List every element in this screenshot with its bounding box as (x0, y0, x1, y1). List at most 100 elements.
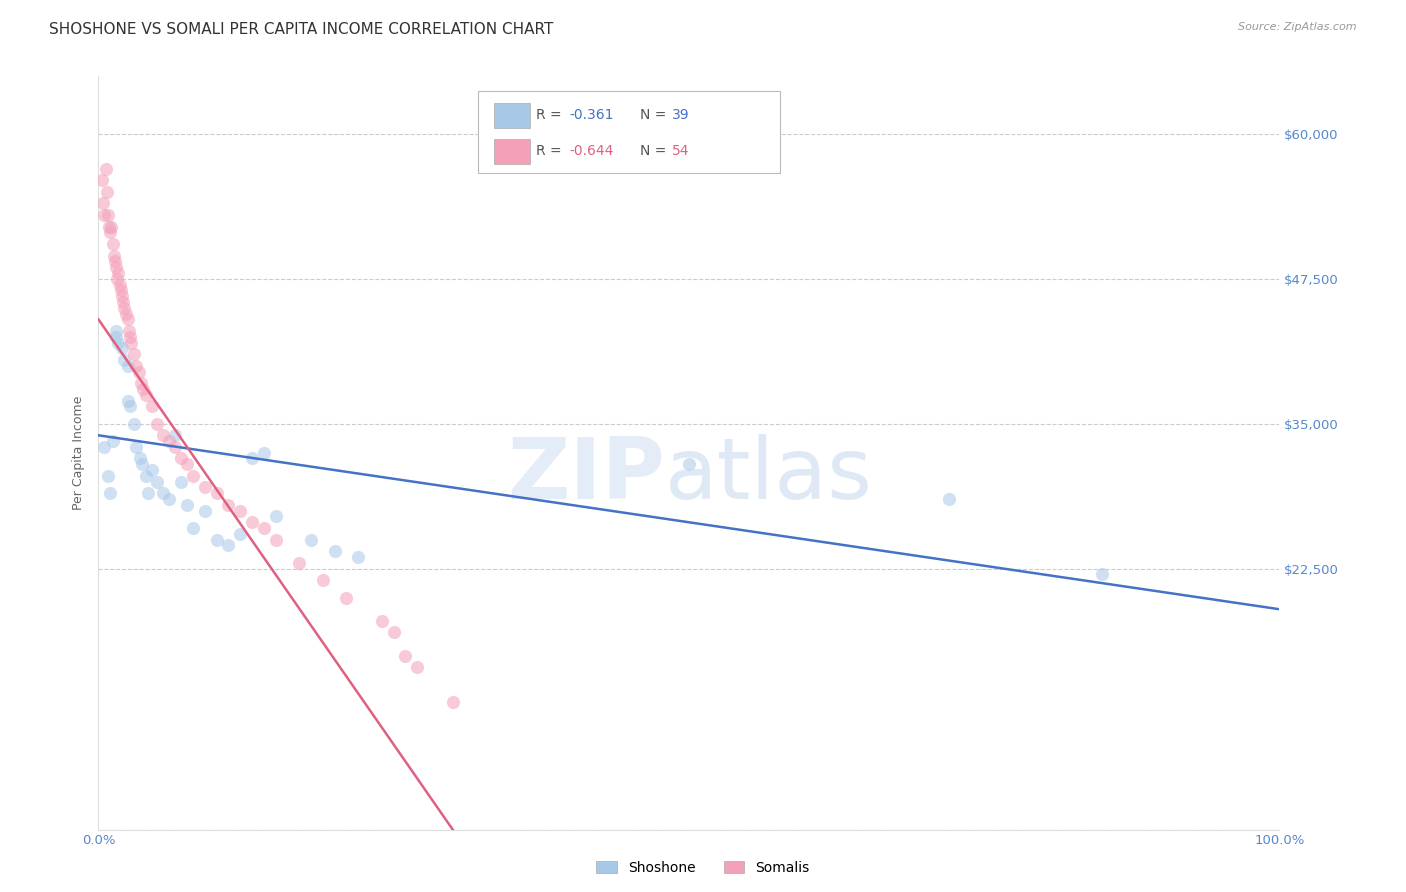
Point (146, 475, 169, 489)
Point (264, 509, 287, 524)
Point (125, 359, 148, 373)
Point (107, 266, 129, 280)
Point (128, 451, 150, 466)
Point (135, 469, 157, 483)
Point (97, 469, 120, 483)
Text: 39: 39 (672, 108, 690, 122)
Point (100, 219, 122, 234)
Point (93, 208, 115, 222)
Point (131, 457, 153, 471)
Point (146, 417, 169, 431)
Point (406, 660, 429, 674)
Point (157, 491, 180, 506)
Legend: Shoshone, Somalis: Shoshone, Somalis (591, 855, 815, 880)
Point (98, 486, 121, 500)
Point (165, 428, 187, 442)
Point (98, 219, 121, 234)
Point (347, 549, 370, 565)
Point (105, 260, 128, 275)
Point (112, 294, 135, 310)
Point (117, 359, 139, 373)
Point (110, 284, 132, 298)
Point (205, 486, 228, 500)
Point (194, 480, 217, 494)
Point (229, 526, 252, 541)
Point (105, 330, 128, 344)
Point (136, 486, 159, 500)
Point (253, 521, 276, 535)
Point (181, 469, 204, 483)
Point (176, 498, 198, 512)
Text: SHOSHONE VS SOMALI PER CAPITA INCOME CORRELATION CHART: SHOSHONE VS SOMALI PER CAPITA INCOME COR… (49, 22, 554, 37)
Point (152, 428, 174, 442)
Point (122, 417, 145, 431)
Point (111, 289, 134, 303)
Point (98, 225, 121, 239)
Point (129, 376, 152, 391)
Text: R =: R = (536, 144, 561, 158)
Point (312, 573, 335, 587)
Point (91, 196, 114, 211)
Point (122, 347, 145, 361)
Y-axis label: Per Capita Income: Per Capita Income (72, 395, 86, 510)
Point (117, 312, 139, 326)
Point (170, 451, 193, 466)
Point (170, 475, 193, 489)
Point (253, 446, 276, 460)
Point (128, 365, 150, 379)
Point (112, 353, 135, 368)
Text: Source: ZipAtlas.com: Source: ZipAtlas.com (1239, 22, 1357, 32)
Point (107, 335, 129, 350)
Point (157, 434, 180, 449)
Text: -0.361: -0.361 (569, 108, 614, 122)
Text: N =: N = (640, 108, 666, 122)
Point (165, 440, 187, 454)
Point (335, 591, 357, 605)
Point (938, 491, 960, 506)
Point (117, 393, 139, 408)
Point (120, 330, 142, 344)
Point (111, 342, 134, 356)
Point (229, 503, 252, 517)
Point (1091, 567, 1114, 582)
Point (141, 400, 163, 414)
Point (240, 451, 263, 466)
Point (141, 463, 163, 477)
Point (176, 457, 198, 471)
Text: R =: R = (536, 108, 561, 122)
Point (441, 695, 464, 709)
Point (217, 538, 239, 552)
Point (105, 271, 128, 285)
Point (104, 254, 127, 268)
Point (217, 498, 239, 512)
Point (125, 440, 148, 454)
Text: 54: 54 (672, 144, 689, 158)
Point (194, 503, 217, 517)
Point (91, 173, 114, 187)
Point (678, 457, 700, 471)
Point (96, 185, 118, 199)
Point (264, 533, 287, 547)
Point (181, 521, 204, 535)
Point (105, 324, 128, 338)
Text: -0.644: -0.644 (569, 144, 614, 158)
Point (299, 533, 322, 547)
Point (152, 486, 174, 500)
Point (112, 301, 135, 315)
Point (371, 614, 394, 628)
Point (118, 324, 141, 338)
Point (323, 544, 346, 558)
Point (94, 161, 117, 176)
Point (135, 387, 157, 401)
Text: ZIP: ZIP (508, 434, 665, 516)
Point (97, 208, 120, 222)
Point (114, 307, 136, 321)
Point (382, 625, 405, 640)
Point (240, 515, 263, 529)
Point (394, 648, 416, 663)
Point (120, 400, 142, 414)
Point (132, 382, 155, 396)
Point (93, 440, 115, 454)
Point (103, 248, 125, 262)
Point (101, 236, 124, 252)
